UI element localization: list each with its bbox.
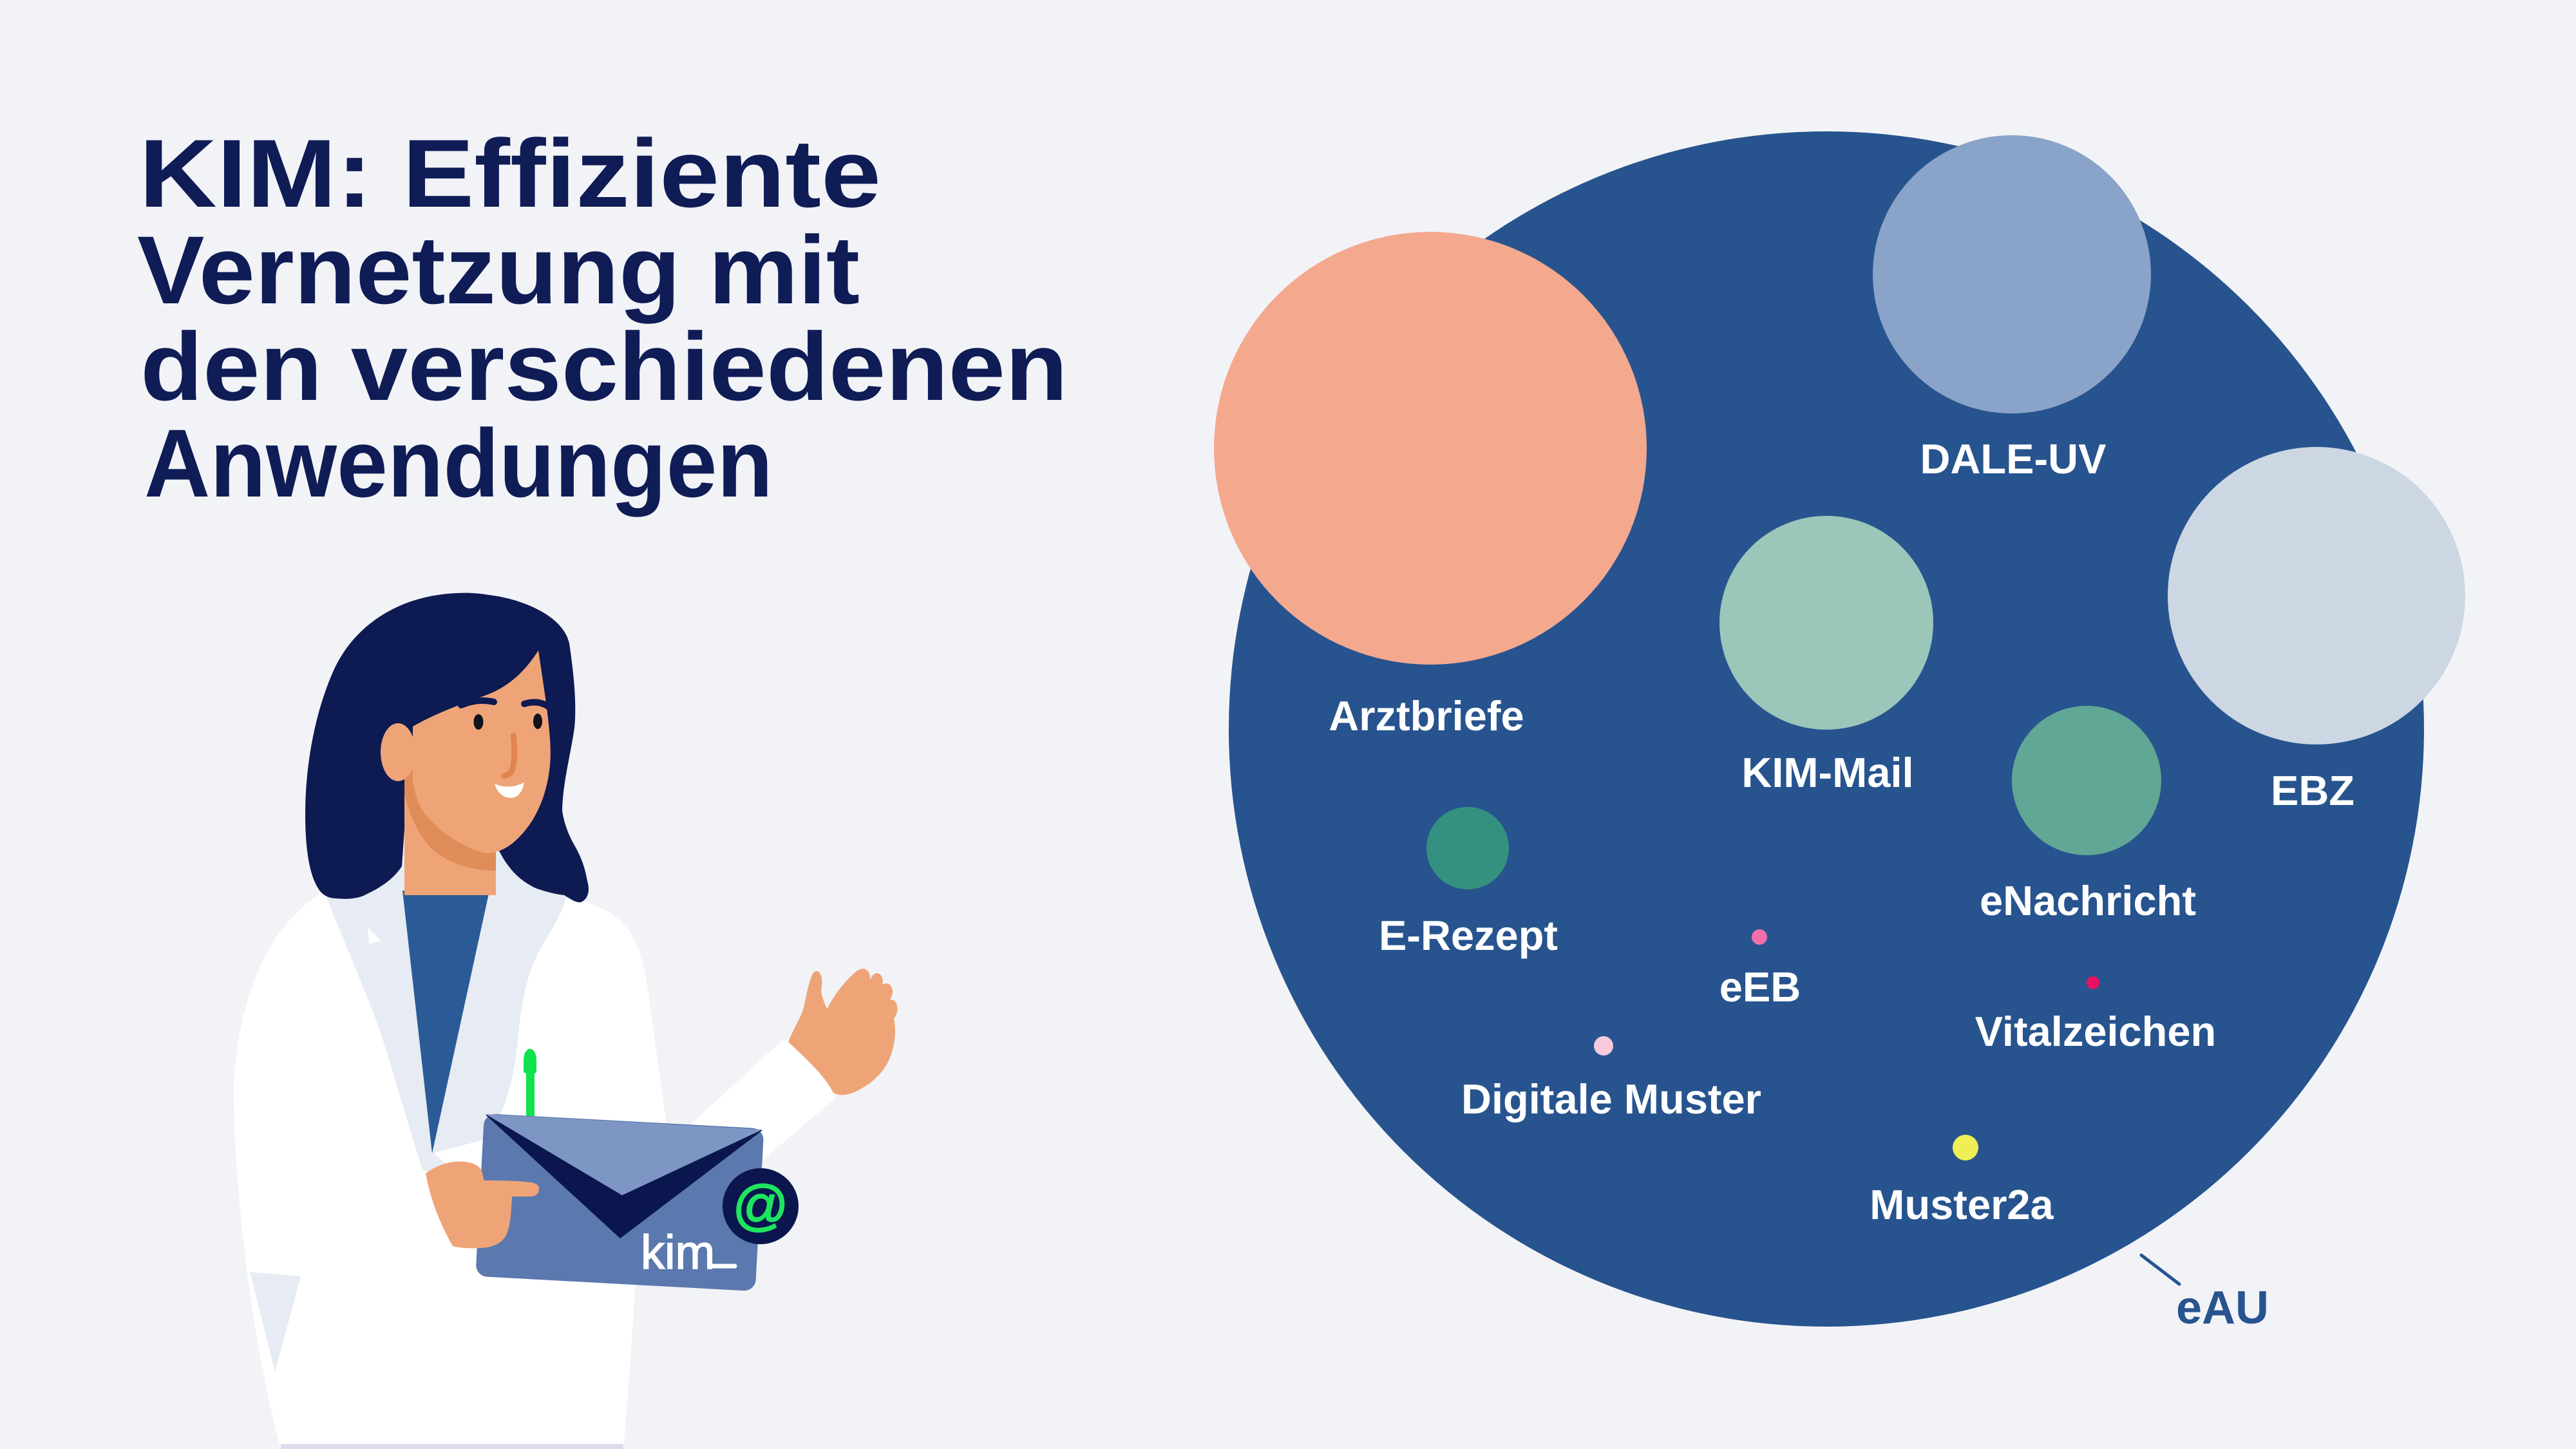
svg-text:eNachricht: eNachricht [1980,877,2196,924]
svg-text:Digitale Muster: Digitale Muster [1461,1075,1761,1122]
svg-text:eAU: eAU [2176,1282,2269,1334]
svg-text:E-Rezept: E-Rezept [1379,912,1558,959]
svg-text:kim: kim [641,1226,715,1279]
svg-text:Vernetzung mit: Vernetzung mit [137,216,860,324]
svg-text:KIM: Effiziente: KIM: Effiziente [139,119,881,227]
svg-text:KIM-Mail: KIM-Mail [1741,749,1913,796]
svg-text:DALE-UV: DALE-UV [1920,435,2107,482]
svg-text:Arztbriefe: Arztbriefe [1329,692,1524,739]
svg-text:Anwendungen: Anwendungen [144,409,773,517]
svg-text:EBZ: EBZ [2271,767,2354,814]
svg-text:Muster2a: Muster2a [1870,1181,2054,1228]
svg-text:den verschiedenen: den verschiedenen [140,312,1068,421]
svg-text:@: @ [732,1175,788,1236]
svg-text:eEB: eEB [1719,963,1801,1010]
svg-text:Vitalzeichen: Vitalzeichen [1975,1008,2217,1055]
